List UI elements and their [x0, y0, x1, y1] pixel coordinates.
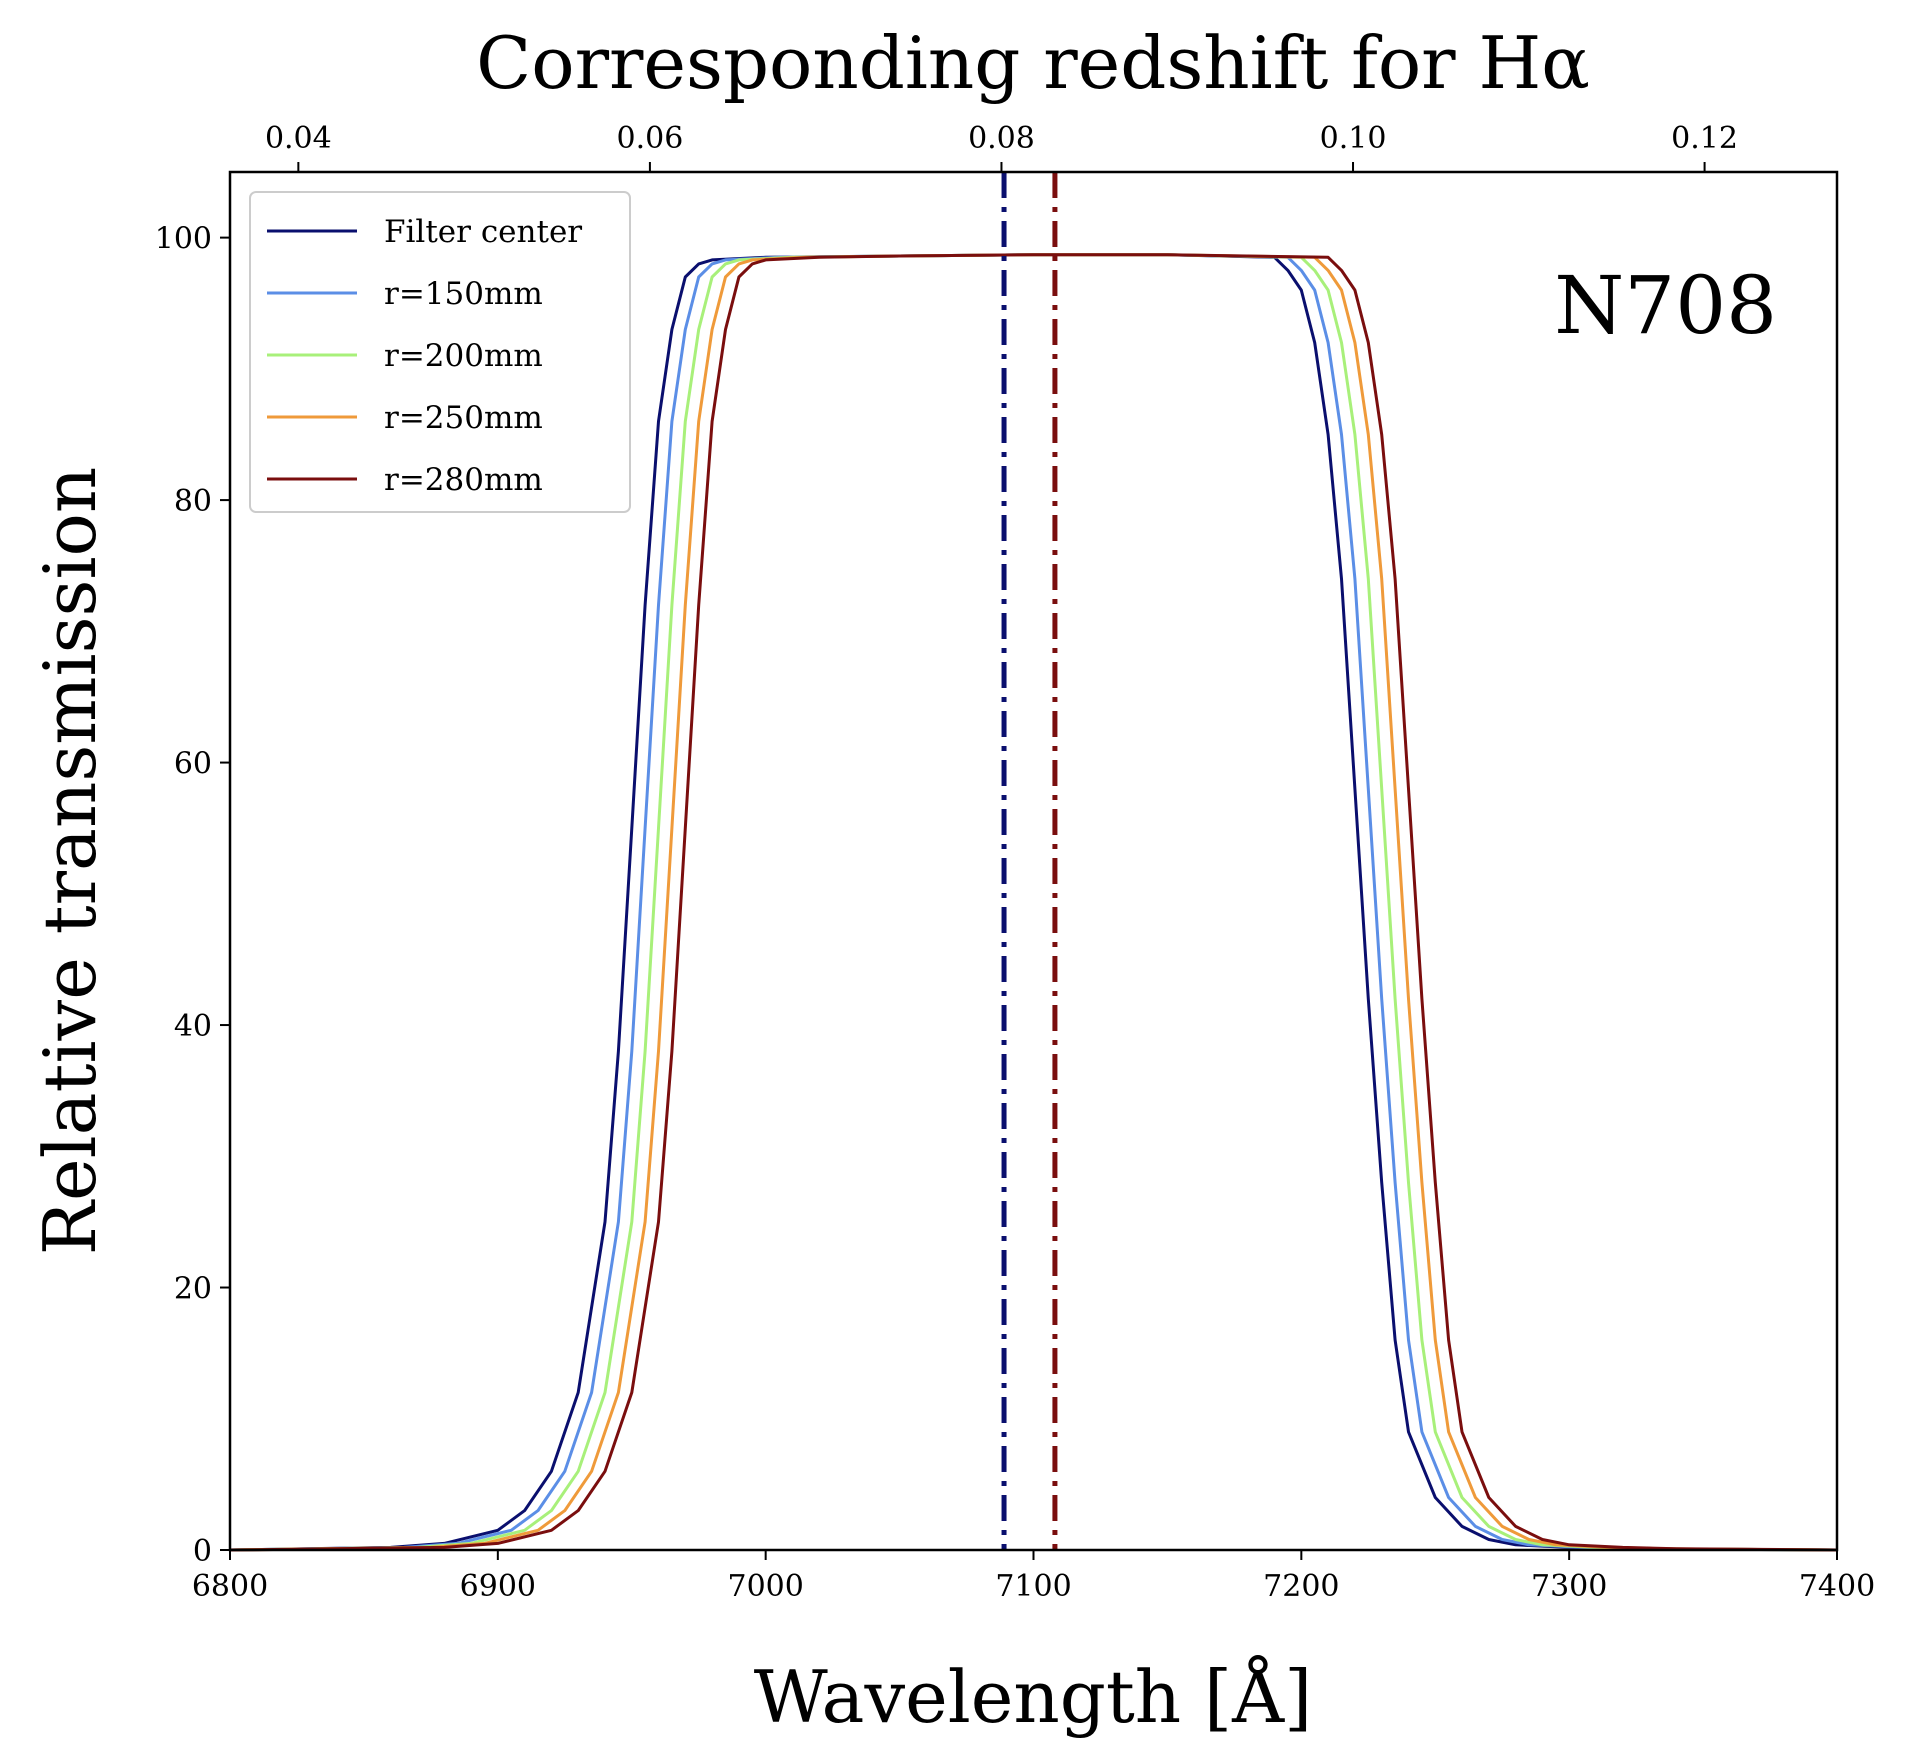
y-tick-label-4: 80: [174, 484, 212, 519]
legend-label-0: Filter center: [384, 214, 582, 250]
top-tick-label-1: 0.06: [617, 121, 684, 156]
legend-label-1: r=150mm: [384, 276, 543, 312]
top-axis-title: Corresponding redshift for Hα: [476, 21, 1590, 105]
top-tick-label-2: 0.08: [968, 121, 1035, 156]
x-axis-title: Wavelength [Å]: [754, 1654, 1312, 1739]
plot-lines: [229, 172, 1838, 1552]
y-axis-title: Relative transmission: [28, 467, 112, 1255]
y-tick-label-0: 0: [193, 1534, 212, 1569]
series-line-4: [229, 253, 1838, 1552]
legend: Filter center r=150mm r=200mm r=250mm r=280m…: [249, 191, 631, 513]
legend-label-2: r=200mm: [384, 338, 543, 374]
x-tick-label-2: 7000: [727, 1569, 803, 1604]
y-tick-label-5: 100: [155, 222, 212, 257]
top-tick-label-0: 0.04: [265, 121, 332, 156]
x-tick-label-0: 6800: [192, 1569, 268, 1604]
y-tick-label-1: 20: [174, 1272, 212, 1307]
y-axis-ticks: 0 20 40 60 80 100: [155, 222, 230, 1569]
legend-items: Filter center r=150mm r=200mm r=250mm r=280m…: [267, 214, 582, 498]
legend-label-4: r=280mm: [384, 462, 543, 498]
x-tick-label-3: 7100: [995, 1569, 1071, 1604]
x-tick-label-1: 6900: [460, 1569, 536, 1604]
top-tick-label-3: 0.10: [1320, 121, 1387, 156]
x-tick-label-4: 7200: [1263, 1569, 1339, 1604]
y-tick-label-3: 60: [174, 747, 212, 782]
y-tick-label-2: 40: [174, 1009, 212, 1044]
x-tick-label-6: 7400: [1799, 1569, 1875, 1604]
filter-annotation: N708: [1554, 259, 1777, 352]
legend-label-3: r=250mm: [384, 400, 543, 436]
top-tick-label-4: 0.12: [1671, 121, 1738, 156]
x-axis-ticks: 6800 6900 7000 7100 7200 7300 7400: [192, 1550, 1875, 1604]
legend-box: [249, 191, 631, 513]
top-axis-ticks: 0.04 0.06 0.08 0.10 0.12: [265, 121, 1738, 172]
x-tick-label-5: 7300: [1531, 1569, 1607, 1604]
